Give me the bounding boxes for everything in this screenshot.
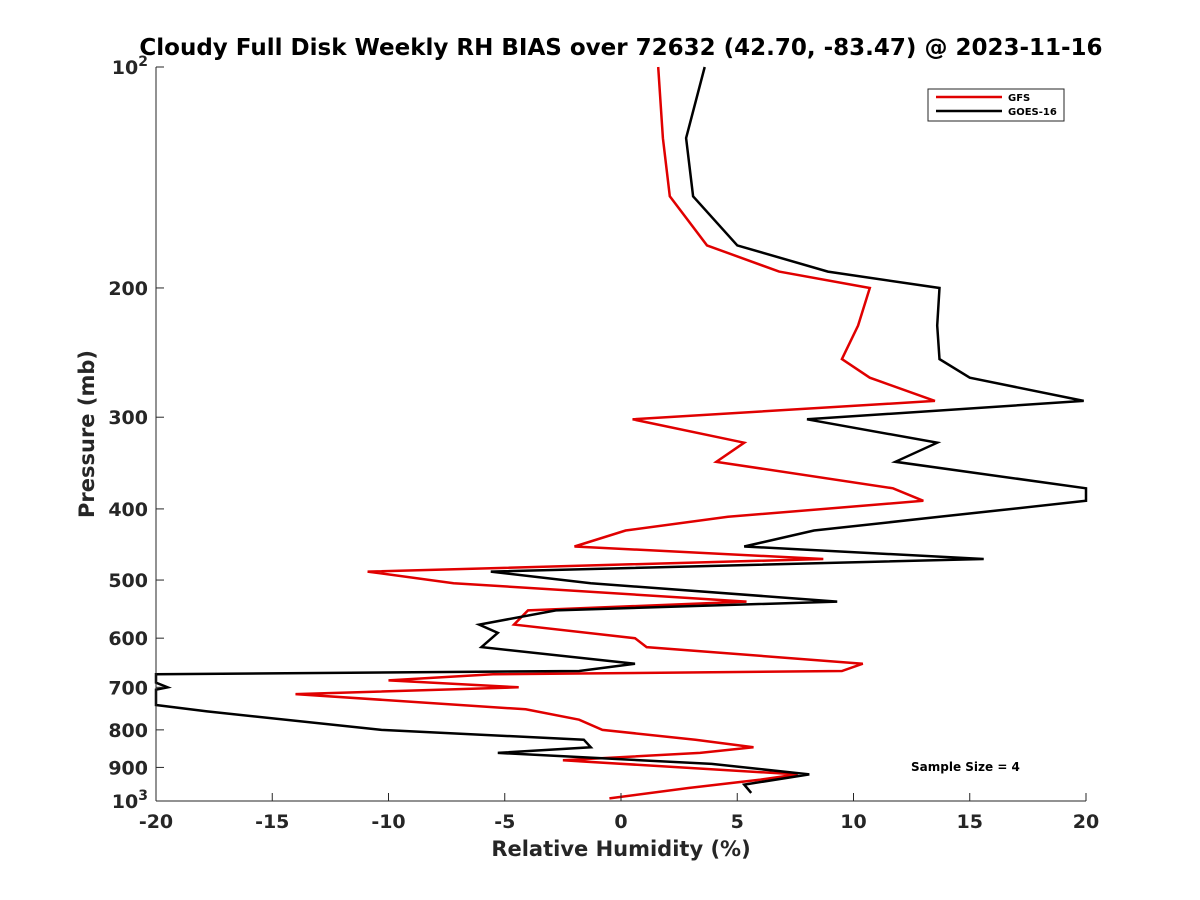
x-ticks: -20 -15 -10 -5 0 5 10 15 20 <box>139 793 1099 833</box>
series-line-gfs <box>295 66 936 800</box>
x-tick-label: -5 <box>494 811 515 833</box>
legend-label-goes16: GOES-16 <box>1008 107 1057 118</box>
chart-title: Cloudy Full Disk Weekly RH BIAS over 726… <box>139 35 1102 61</box>
y-tick-label: 102 <box>112 54 148 79</box>
x-tick-label: -10 <box>371 811 405 833</box>
plot-area <box>156 67 1086 801</box>
legend-box <box>927 88 1065 122</box>
legend: GFS GOES-16 <box>927 88 1065 122</box>
x-tick-label: -15 <box>255 811 289 833</box>
sample-size-annotation: Sample Size = 4 <box>911 760 1020 774</box>
x-tick-label: 10 <box>840 811 866 833</box>
x-tick-label: 5 <box>731 811 744 833</box>
x-tick-label: -20 <box>139 811 173 833</box>
x-tick-label: 15 <box>957 811 983 833</box>
legend-label-gfs: GFS <box>1008 93 1030 104</box>
x-tick-label: 0 <box>614 811 627 833</box>
y-tick-label: 500 <box>108 570 148 592</box>
y-tick-label: 400 <box>108 499 148 521</box>
y-axis-label: Pressure (mb) <box>75 350 99 518</box>
y-tick-label: 900 <box>108 757 148 779</box>
y-tick-label: 200 <box>108 278 148 300</box>
y-tick-label: 600 <box>108 628 148 650</box>
series-line-goes-16 <box>154 66 1088 794</box>
x-tick-label: 20 <box>1073 811 1099 833</box>
y-tick-label: 300 <box>108 407 148 429</box>
y-tick-label: 103 <box>112 788 148 813</box>
series-layer <box>154 66 1088 800</box>
y-tick-label: 800 <box>108 720 148 742</box>
y-tick-label: 700 <box>108 677 148 699</box>
y-ticks: 102 200 300 400 500 600 700 800 900 103 <box>108 54 164 813</box>
x-axis-label: Relative Humidity (%) <box>491 837 750 861</box>
